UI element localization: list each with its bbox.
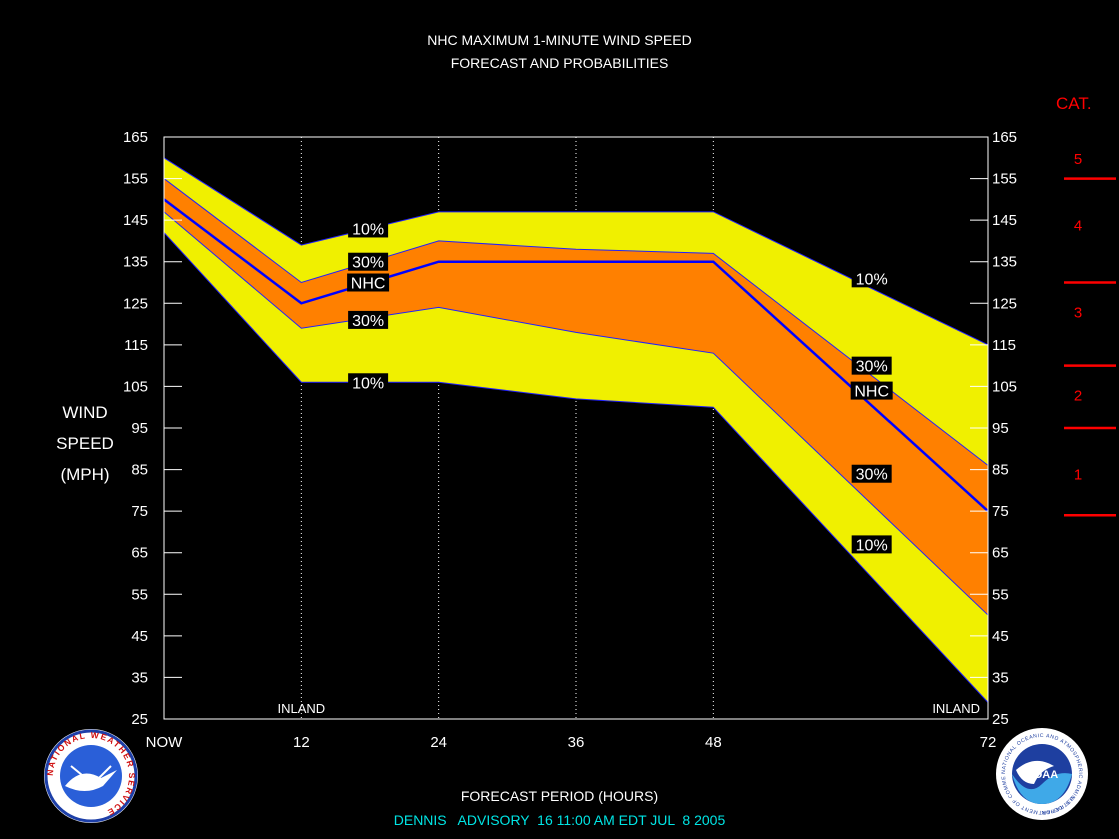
band-label: NHC xyxy=(351,276,386,293)
x-tick-label: 72 xyxy=(980,734,997,751)
x-tick-label: 24 xyxy=(430,734,447,751)
y-tick-label-right: 25 xyxy=(992,711,1009,728)
x-tick-label: 12 xyxy=(293,734,310,751)
y-tick-label-right: 85 xyxy=(992,462,1009,479)
band-label: 10% xyxy=(856,271,888,288)
y-axis-label-line1: WIND xyxy=(62,403,108,422)
band-label-box xyxy=(851,356,892,375)
y-tick-label-left: 115 xyxy=(124,337,148,354)
advisory-line: DENNIS ADVISORY 16 11:00 AM EDT JUL 8 20… xyxy=(393,812,726,828)
y-tick-label-left: 35 xyxy=(131,669,148,686)
x-tick-label: NOW xyxy=(146,734,184,751)
nhc-forecast-line xyxy=(163,198,989,513)
y-axis-label: WIND SPEED (MPH) xyxy=(40,397,130,490)
y-tick-label-left: 75 xyxy=(131,503,148,520)
y-tick-label-right: 105 xyxy=(992,378,1017,395)
category-label-2: 2 xyxy=(1074,388,1082,405)
chart-title-line1: NHC MAXIMUM 1-MINUTE WIND SPEED xyxy=(427,32,692,48)
y-axis-label-line2: SPEED xyxy=(56,434,114,453)
y-tick-label-right: 75 xyxy=(992,503,1009,520)
y-tick-label-right: 125 xyxy=(992,295,1017,312)
y-tick-label-left: 45 xyxy=(131,628,148,645)
y-tick-label-right: 65 xyxy=(992,545,1009,562)
band-label: NHC xyxy=(854,384,889,401)
y-tick-label-right: 95 xyxy=(992,420,1009,437)
band-label-box xyxy=(850,381,893,400)
band-label-box xyxy=(347,273,390,292)
band-label: 30% xyxy=(856,359,888,376)
y-tick-label-right: 115 xyxy=(992,337,1016,354)
band-edge-4 xyxy=(163,232,989,703)
y-tick-label-left: 65 xyxy=(131,545,148,562)
band-label-box xyxy=(851,535,892,554)
y-tick-label-left: 135 xyxy=(123,254,148,271)
y-tick-label-left: 165 xyxy=(123,129,148,146)
x-axis-label: FORECAST PERIOD (HOURS) xyxy=(460,788,659,804)
y-tick-label-right: 55 xyxy=(992,586,1009,603)
category-scale-title: CAT. xyxy=(1056,94,1092,113)
band-label-box xyxy=(851,269,892,288)
band-label-box xyxy=(348,219,389,238)
y-tick-label-left: 125 xyxy=(123,295,148,312)
y-tick-label-left: 95 xyxy=(131,420,148,437)
band-label: 30% xyxy=(856,467,888,484)
chart-title-line2: FORECAST AND PROBABILITIES xyxy=(450,55,669,71)
y-tick-label-right: 155 xyxy=(992,171,1017,188)
y-tick-label-left: 25 xyxy=(131,711,148,728)
band-label-box xyxy=(851,464,892,483)
y-axis-label-line3: (MPH) xyxy=(60,465,110,484)
band-label: 30% xyxy=(352,255,384,272)
band-label-box xyxy=(348,310,389,329)
y-tick-label-left: 55 xyxy=(131,586,148,603)
band-edge-1 xyxy=(163,178,989,466)
category-label-3: 3 xyxy=(1074,305,1082,322)
band-label-box xyxy=(348,373,389,392)
y-tick-label-right: 165 xyxy=(992,129,1017,146)
band-label: 10% xyxy=(856,537,888,554)
y-tick-label-right: 45 xyxy=(992,628,1009,645)
y-tick-label-left: 145 xyxy=(123,212,148,229)
category-label-5: 5 xyxy=(1074,151,1082,168)
nws-logo: NATIONAL WEATHER SERVICE xyxy=(44,729,138,823)
y-tick-label-left: 85 xyxy=(131,462,148,479)
y-tick-label-left: 105 xyxy=(123,378,148,395)
band-label: 10% xyxy=(352,221,384,238)
inland-annotation: INLAND xyxy=(277,701,325,716)
band-label: 10% xyxy=(352,375,384,392)
y-tick-label-left: 155 xyxy=(123,171,148,188)
band-label-box xyxy=(348,252,389,271)
noaa-logo: NOAA NATIONAL OCEANIC AND ATMOSPHERIC AD… xyxy=(994,726,1088,820)
x-tick-label: 48 xyxy=(705,734,722,751)
category-label-1: 1 xyxy=(1074,467,1082,484)
band-edge-0 xyxy=(163,157,989,346)
y-tick-label-right: 135 xyxy=(992,254,1017,271)
noaa-logo-text: NOAA xyxy=(1026,769,1058,781)
y-tick-label-right: 145 xyxy=(992,212,1017,229)
y-tick-label-right: 35 xyxy=(992,669,1009,686)
x-tick-label: 36 xyxy=(568,734,585,751)
band-edge-3 xyxy=(163,211,989,616)
inland-annotation: INLAND xyxy=(932,701,980,716)
category-label-4: 4 xyxy=(1074,217,1082,234)
band-label: 30% xyxy=(352,313,384,330)
